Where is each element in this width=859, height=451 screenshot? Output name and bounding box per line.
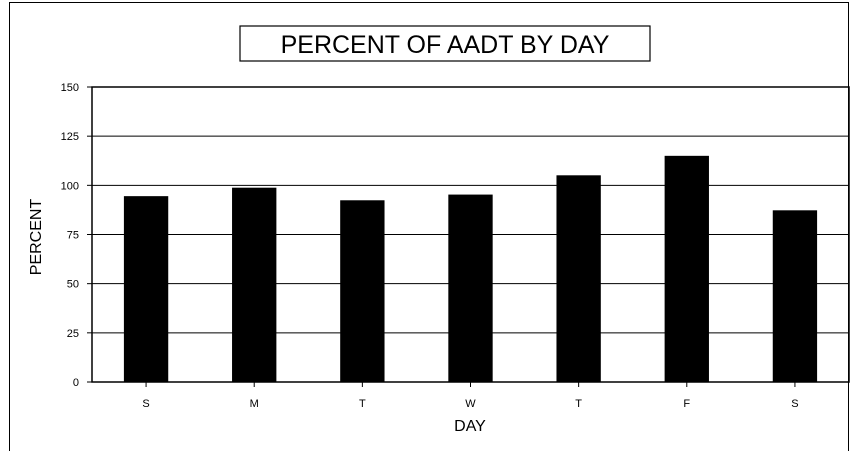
- x-tick-label: T: [359, 398, 366, 410]
- y-axis-ticks: 0 25 50 75 100 125 150: [61, 82, 92, 389]
- bar: [664, 155, 709, 382]
- y-axis-title: PERCENT: [28, 199, 45, 276]
- chart-title: PERCENT OF AADT BY DAY: [281, 31, 610, 59]
- y-tick-label: 125: [61, 131, 79, 143]
- x-tick-label: S: [791, 398, 798, 410]
- y-tick-label: 75: [67, 230, 79, 242]
- bar: [123, 196, 169, 382]
- y-tick-label: 0: [73, 377, 79, 389]
- x-tick-label: F: [683, 398, 690, 410]
- x-tick-label: T: [575, 398, 582, 410]
- y-tick-label: 150: [61, 82, 79, 94]
- bar: [772, 210, 818, 382]
- bar: [232, 187, 277, 382]
- bar: [556, 175, 601, 382]
- bar: [448, 194, 493, 382]
- chart-title-box: [239, 25, 651, 62]
- x-tick-label: M: [250, 398, 259, 410]
- y-tick-label: 100: [61, 180, 79, 192]
- bars: [123, 155, 818, 382]
- y-tick-label: 50: [67, 279, 79, 291]
- x-axis-title: DAY: [454, 418, 486, 435]
- y-tick-label: 25: [67, 328, 79, 340]
- bar: [340, 200, 385, 382]
- x-tick-label: S: [142, 398, 149, 410]
- x-tick-label: W: [465, 398, 476, 410]
